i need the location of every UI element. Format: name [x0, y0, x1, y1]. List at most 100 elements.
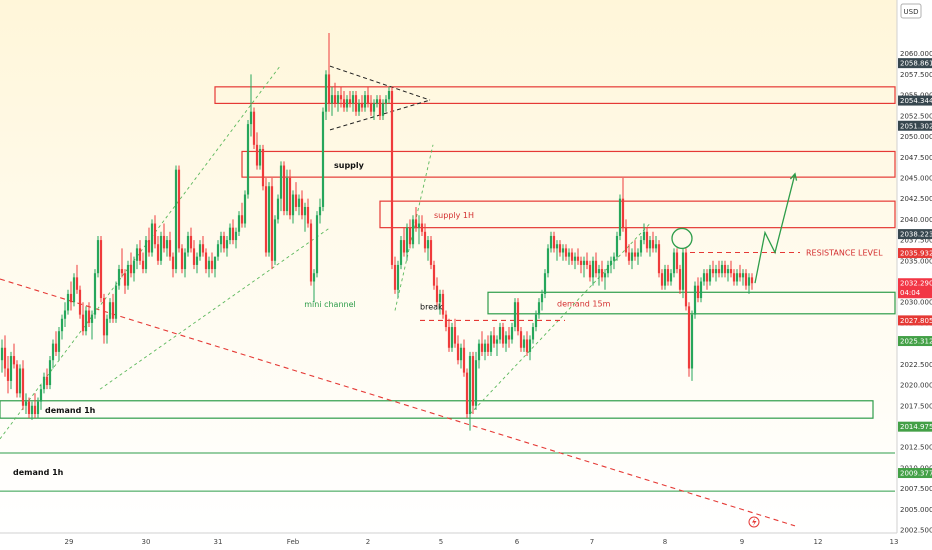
candle-body-91 — [273, 219, 277, 261]
price-tag-4 — [898, 248, 932, 259]
candle-body-205 — [615, 235, 619, 257]
y-tick-12: 2030.000 — [900, 299, 932, 307]
candle-body-167 — [501, 327, 505, 344]
candle-body-84 — [252, 111, 256, 145]
candle-body-221 — [663, 269, 667, 286]
x-tick-3: Feb — [287, 538, 300, 546]
candle-body-219 — [657, 244, 661, 274]
candle-body-85 — [255, 144, 259, 166]
candle-body-5 — [15, 364, 19, 394]
candle-body-191 — [573, 256, 577, 261]
candle-body-34 — [102, 298, 106, 336]
candle-body-242 — [726, 269, 730, 274]
candle-body-95 — [285, 177, 289, 212]
candle-body-101 — [303, 206, 307, 216]
candle-body-2 — [6, 368, 10, 381]
candle-body-139 — [417, 223, 421, 228]
candle-body-58 — [174, 169, 178, 270]
candle-body-177 — [531, 327, 535, 340]
candle-body-207 — [621, 198, 625, 228]
zone-label-1: supply — [334, 161, 365, 170]
candle-body-109 — [327, 74, 331, 104]
candle-body-158 — [474, 360, 478, 406]
y-tick-22: 2005.000 — [900, 506, 932, 514]
candle-body-82 — [246, 124, 250, 195]
candle-body-241 — [723, 264, 727, 274]
annotation-1: break — [420, 302, 443, 311]
candle-body-93 — [279, 165, 283, 199]
downtrend-line — [0, 278, 796, 527]
candle-body-54 — [162, 235, 166, 249]
candle-body-104 — [312, 273, 316, 282]
candle-body-83 — [249, 111, 253, 125]
candle-body-40 — [120, 269, 124, 274]
candle-body-77 — [231, 227, 235, 241]
candle-body-249 — [747, 277, 751, 286]
candle-body-33 — [99, 240, 103, 299]
candle-body-172 — [516, 302, 520, 332]
candle-body-62 — [186, 235, 190, 253]
highlight-circle — [671, 227, 693, 250]
candle-body-31 — [93, 273, 97, 315]
y-tick-15: 2022.500 — [900, 361, 932, 369]
supply-zone-1 — [241, 150, 896, 178]
candle-body-35 — [105, 318, 109, 336]
y-tick-23: 2002.500 — [900, 527, 932, 535]
y-tick-5: 2047.500 — [900, 154, 932, 162]
price-tag-text-9: 2009.377 — [900, 470, 932, 478]
projection-path — [754, 173, 796, 284]
candle-body-206 — [618, 198, 622, 236]
y-tick-4: 2050.000 — [900, 133, 932, 141]
price-tag-text-1: 2054.344 — [900, 97, 932, 105]
candle-body-227 — [681, 252, 685, 290]
candle-body-160 — [480, 343, 484, 352]
candle-body-47 — [141, 260, 145, 270]
candle-body-155 — [465, 372, 469, 415]
candle-body-10 — [30, 405, 34, 415]
currency-button[interactable]: USD — [900, 3, 922, 19]
candle-body-46 — [138, 248, 142, 261]
y-tick-17: 2017.500 — [900, 402, 932, 410]
price-tag-1 — [898, 95, 932, 106]
candle-body-67 — [201, 244, 205, 253]
candle-body-57 — [171, 256, 175, 270]
candle-body-1 — [3, 347, 7, 369]
y-tick-10: 2035.000 — [900, 257, 932, 265]
candle-body-88 — [264, 186, 268, 253]
candle-body-126 — [378, 99, 382, 116]
candle-body-197 — [591, 260, 595, 278]
candle-body-138 — [414, 219, 418, 228]
candle-body-236 — [708, 269, 712, 282]
time-axis-panel — [0, 533, 932, 550]
x-tick-8: 8 — [663, 538, 667, 546]
candle-body-89 — [267, 186, 271, 253]
candle-body-209 — [627, 252, 631, 261]
projection-arrowhead — [789, 172, 798, 181]
candle-body-19 — [57, 331, 61, 352]
y-tick-9: 2037.500 — [900, 237, 932, 245]
candle-body-90 — [270, 186, 274, 261]
candle-body-232 — [696, 285, 700, 299]
price-tag-3 — [898, 229, 932, 240]
candle-body-144 — [432, 264, 436, 286]
y-tick-3: 2052.500 — [900, 112, 932, 120]
candle-body-196 — [588, 264, 592, 278]
candle-body-226 — [678, 269, 682, 290]
candle-body-212 — [636, 252, 640, 257]
candle-body-28 — [84, 310, 88, 332]
candle-body-81 — [243, 194, 247, 224]
candle-body-142 — [426, 240, 430, 249]
x-tick-4: 2 — [366, 538, 370, 546]
candle-body-0 — [0, 347, 4, 361]
candle-body-237 — [711, 269, 715, 274]
candle-body-25 — [75, 277, 79, 290]
candle-body-183 — [549, 235, 553, 249]
candle-body-4 — [12, 356, 16, 365]
candle-body-179 — [537, 302, 541, 315]
x-tick-6: 6 — [515, 538, 520, 546]
candle-body-121 — [363, 95, 367, 108]
candle-body-113 — [339, 95, 343, 100]
candle-body-72 — [216, 244, 220, 257]
